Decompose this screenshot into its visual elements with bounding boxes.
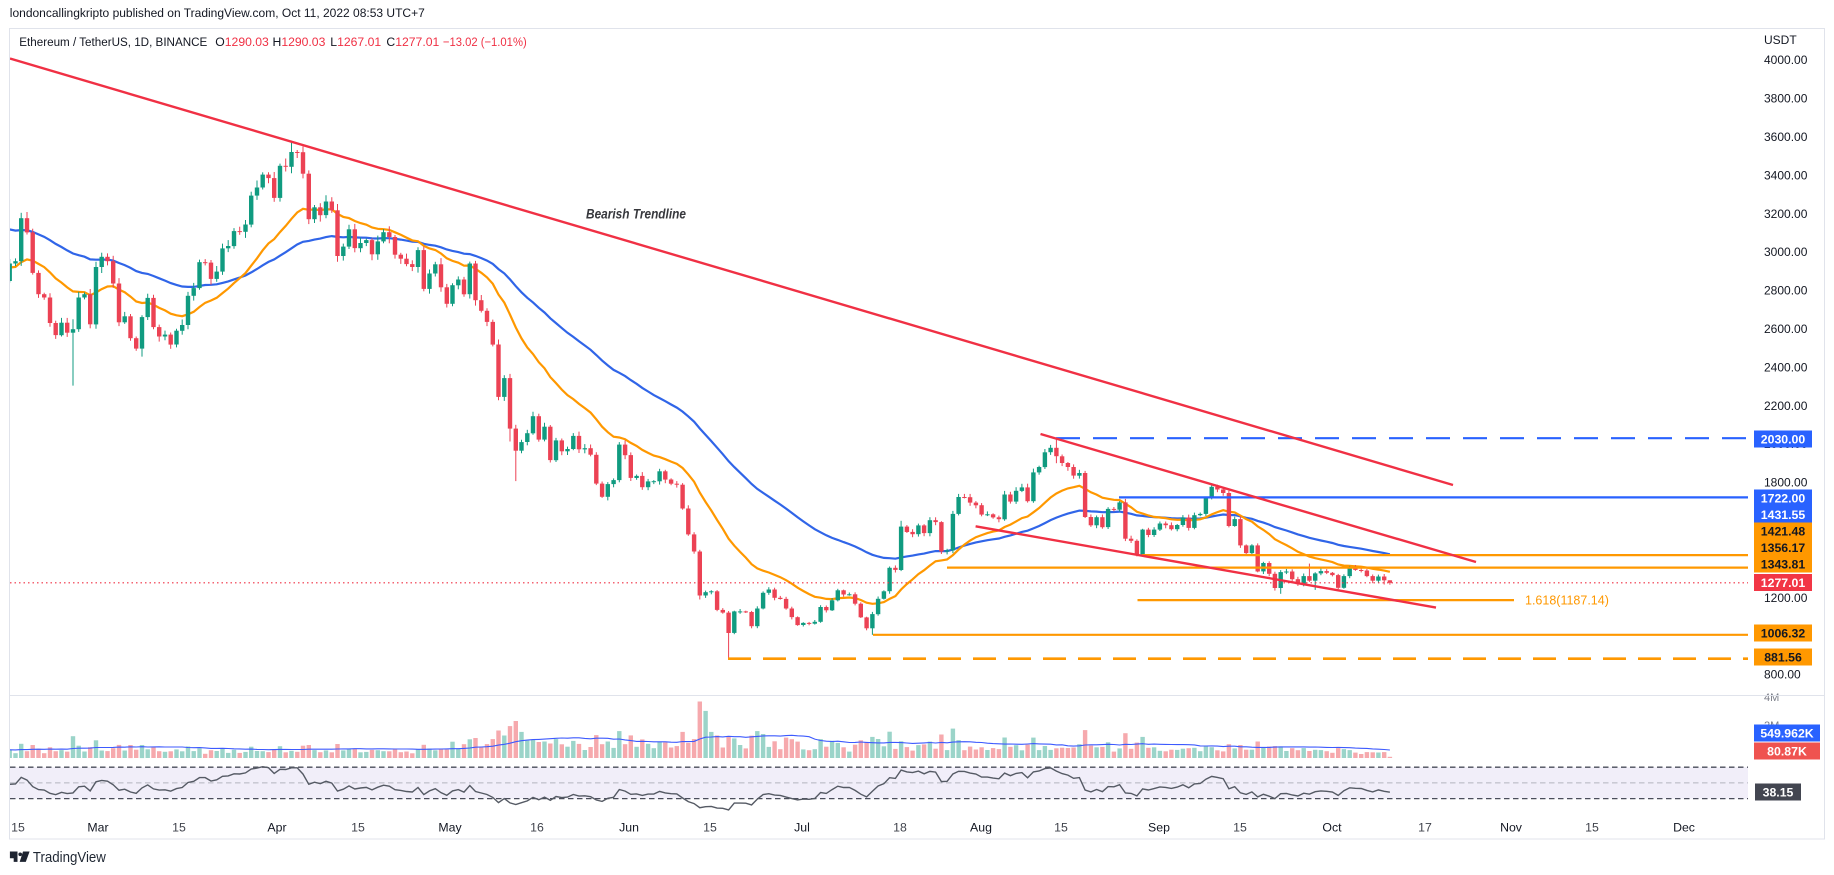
svg-text:80.87K: 80.87K [1767,744,1807,758]
svg-text:1277.01: 1277.01 [1761,576,1806,590]
svg-text:1343.81: 1343.81 [1761,557,1806,571]
svg-text:L1267.01: L1267.01 [330,35,381,49]
svg-text:3800.00: 3800.00 [1764,92,1808,106]
svg-text:Nov: Nov [1500,821,1523,835]
svg-text:O1290.03: O1290.03 [215,35,269,49]
svg-text:londoncallingkripto published: londoncallingkripto published on Trading… [10,6,425,20]
svg-text:800.00: 800.00 [1764,668,1801,682]
svg-text:17: 17 [1418,821,1432,835]
svg-text:2800.00: 2800.00 [1764,284,1808,298]
svg-text:Apr: Apr [267,821,286,835]
svg-text:1722.00: 1722.00 [1761,491,1806,505]
svg-text:16: 16 [530,821,544,835]
svg-text:1431.55: 1431.55 [1761,508,1806,522]
svg-text:Mar: Mar [87,821,108,835]
svg-text:Bearish Trendline: Bearish Trendline [586,207,686,222]
svg-text:Oct: Oct [1322,821,1342,835]
svg-text:TradingView: TradingView [33,850,106,866]
svg-text:3200.00: 3200.00 [1764,207,1808,221]
svg-text:1421.48: 1421.48 [1761,524,1806,538]
svg-text:Dec: Dec [1673,821,1695,835]
svg-text:3400.00: 3400.00 [1764,168,1808,182]
svg-text:−13.02 (−1.01%): −13.02 (−1.01%) [443,35,527,49]
svg-text:1356.17: 1356.17 [1761,541,1806,555]
svg-text:15: 15 [1585,821,1599,835]
svg-text:2030.00: 2030.00 [1761,432,1806,446]
svg-text:2600.00: 2600.00 [1764,322,1808,336]
svg-text:Aug: Aug [970,821,992,835]
svg-text:2200.00: 2200.00 [1764,399,1808,413]
svg-text:15: 15 [1054,821,1068,835]
svg-text:549.962K: 549.962K [1760,726,1813,740]
svg-text:15: 15 [11,821,25,835]
svg-text:4000.00: 4000.00 [1764,53,1808,67]
svg-text:3600.00: 3600.00 [1764,130,1808,144]
svg-text:1800.00: 1800.00 [1764,476,1808,490]
svg-text:1006.32: 1006.32 [1761,626,1806,640]
svg-text:18: 18 [893,821,907,835]
svg-text:3000.00: 3000.00 [1764,245,1808,259]
svg-text:881.56: 881.56 [1764,650,1802,664]
svg-text:2400.00: 2400.00 [1764,360,1808,374]
svg-text:1.618(1187.14): 1.618(1187.14) [1525,594,1609,608]
svg-text:May: May [438,821,462,835]
svg-text:15: 15 [703,821,717,835]
svg-text:15: 15 [1233,821,1247,835]
svg-text:15: 15 [172,821,186,835]
svg-text:4M: 4M [1764,692,1779,704]
svg-text:15: 15 [351,821,365,835]
svg-text:USDT: USDT [1764,33,1797,47]
svg-text:1200.00: 1200.00 [1764,591,1808,605]
svg-text:38.15: 38.15 [1763,785,1794,799]
svg-text:H1290.03: H1290.03 [273,35,326,49]
svg-text:C1277.01: C1277.01 [386,35,439,49]
svg-text:Jul: Jul [794,821,810,835]
svg-text:Ethereum / TetherUS, 1D, BINAN: Ethereum / TetherUS, 1D, BINANCE [19,35,207,49]
svg-text:Sep: Sep [1148,821,1170,835]
svg-text:Jun: Jun [619,821,639,835]
